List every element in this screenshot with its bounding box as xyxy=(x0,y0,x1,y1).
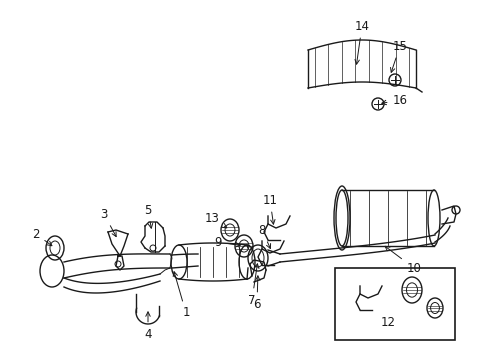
Text: 7: 7 xyxy=(248,264,259,306)
Text: 4: 4 xyxy=(144,312,151,341)
Text: 3: 3 xyxy=(100,207,116,237)
Text: 8: 8 xyxy=(258,224,270,248)
Text: 12: 12 xyxy=(380,315,395,328)
Text: 10: 10 xyxy=(385,246,421,274)
Text: 16: 16 xyxy=(381,94,407,107)
Text: 13: 13 xyxy=(204,211,226,228)
Text: 1: 1 xyxy=(173,272,189,320)
Text: 9: 9 xyxy=(214,235,240,248)
Text: 6: 6 xyxy=(253,276,260,310)
Text: 14: 14 xyxy=(354,19,369,64)
Text: 15: 15 xyxy=(390,40,407,72)
Text: 2: 2 xyxy=(32,228,52,246)
Bar xyxy=(334,268,454,340)
Text: 11: 11 xyxy=(262,194,277,224)
Text: 5: 5 xyxy=(144,203,152,228)
